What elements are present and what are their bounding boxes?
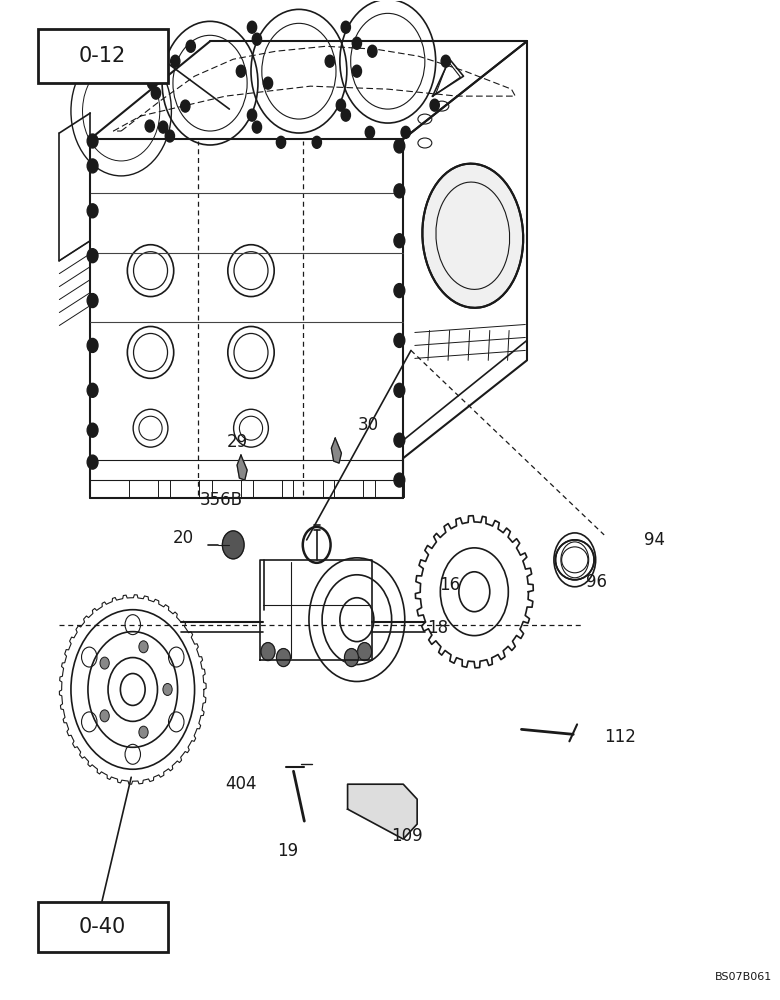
- Text: 18: 18: [427, 619, 448, 637]
- Text: 29: 29: [226, 433, 247, 451]
- Circle shape: [394, 473, 405, 487]
- Circle shape: [222, 531, 244, 559]
- Circle shape: [441, 55, 450, 67]
- Text: 356B: 356B: [200, 491, 243, 509]
- Circle shape: [365, 126, 374, 138]
- Text: 112: 112: [604, 728, 636, 746]
- Text: 0-40: 0-40: [78, 917, 126, 937]
- Text: 109: 109: [392, 827, 423, 845]
- Circle shape: [87, 423, 98, 437]
- Text: 96: 96: [586, 573, 607, 591]
- Circle shape: [341, 21, 350, 33]
- Circle shape: [336, 99, 346, 111]
- Circle shape: [353, 37, 361, 49]
- Circle shape: [87, 159, 98, 173]
- Circle shape: [401, 126, 410, 138]
- Text: 0-12: 0-12: [78, 46, 126, 66]
- Polygon shape: [237, 455, 247, 480]
- Circle shape: [341, 109, 350, 121]
- Circle shape: [353, 65, 361, 77]
- Text: 404: 404: [225, 775, 257, 793]
- Circle shape: [158, 121, 168, 133]
- Circle shape: [87, 383, 98, 397]
- Text: 19: 19: [277, 842, 298, 860]
- Polygon shape: [348, 784, 417, 839]
- Circle shape: [151, 87, 161, 99]
- Circle shape: [247, 109, 257, 121]
- Circle shape: [276, 136, 285, 148]
- Circle shape: [394, 184, 405, 198]
- Polygon shape: [332, 438, 342, 463]
- FancyBboxPatch shape: [38, 29, 168, 83]
- Text: BS07B061: BS07B061: [714, 972, 772, 982]
- Circle shape: [186, 40, 195, 52]
- Circle shape: [394, 333, 405, 347]
- Circle shape: [264, 77, 273, 89]
- Circle shape: [171, 55, 180, 67]
- Circle shape: [236, 65, 246, 77]
- Circle shape: [247, 21, 257, 33]
- Circle shape: [87, 455, 98, 469]
- Text: 16: 16: [439, 576, 460, 594]
- Circle shape: [181, 100, 190, 112]
- Circle shape: [312, 136, 321, 148]
- Text: 30: 30: [358, 416, 379, 434]
- Circle shape: [252, 33, 261, 45]
- FancyBboxPatch shape: [38, 902, 168, 952]
- Circle shape: [87, 294, 98, 308]
- Circle shape: [139, 641, 148, 653]
- Circle shape: [100, 657, 109, 669]
- Circle shape: [87, 338, 98, 352]
- Circle shape: [87, 249, 98, 263]
- Circle shape: [163, 683, 172, 695]
- Circle shape: [165, 130, 175, 142]
- Circle shape: [145, 120, 154, 132]
- Text: 94: 94: [644, 531, 665, 549]
- Circle shape: [139, 726, 148, 738]
- Circle shape: [394, 284, 405, 298]
- Circle shape: [147, 77, 157, 89]
- Circle shape: [358, 643, 371, 661]
- Ellipse shape: [422, 164, 523, 308]
- Circle shape: [325, 55, 335, 67]
- Circle shape: [100, 710, 109, 722]
- Circle shape: [87, 134, 98, 148]
- Circle shape: [252, 121, 261, 133]
- Circle shape: [367, 45, 377, 57]
- Circle shape: [345, 649, 359, 667]
- Circle shape: [87, 204, 98, 218]
- Circle shape: [276, 649, 290, 667]
- Circle shape: [394, 383, 405, 397]
- Circle shape: [394, 234, 405, 248]
- Circle shape: [394, 433, 405, 447]
- Text: 20: 20: [172, 529, 193, 547]
- Circle shape: [430, 99, 439, 111]
- Circle shape: [261, 643, 275, 661]
- Circle shape: [158, 33, 168, 45]
- Circle shape: [394, 139, 405, 153]
